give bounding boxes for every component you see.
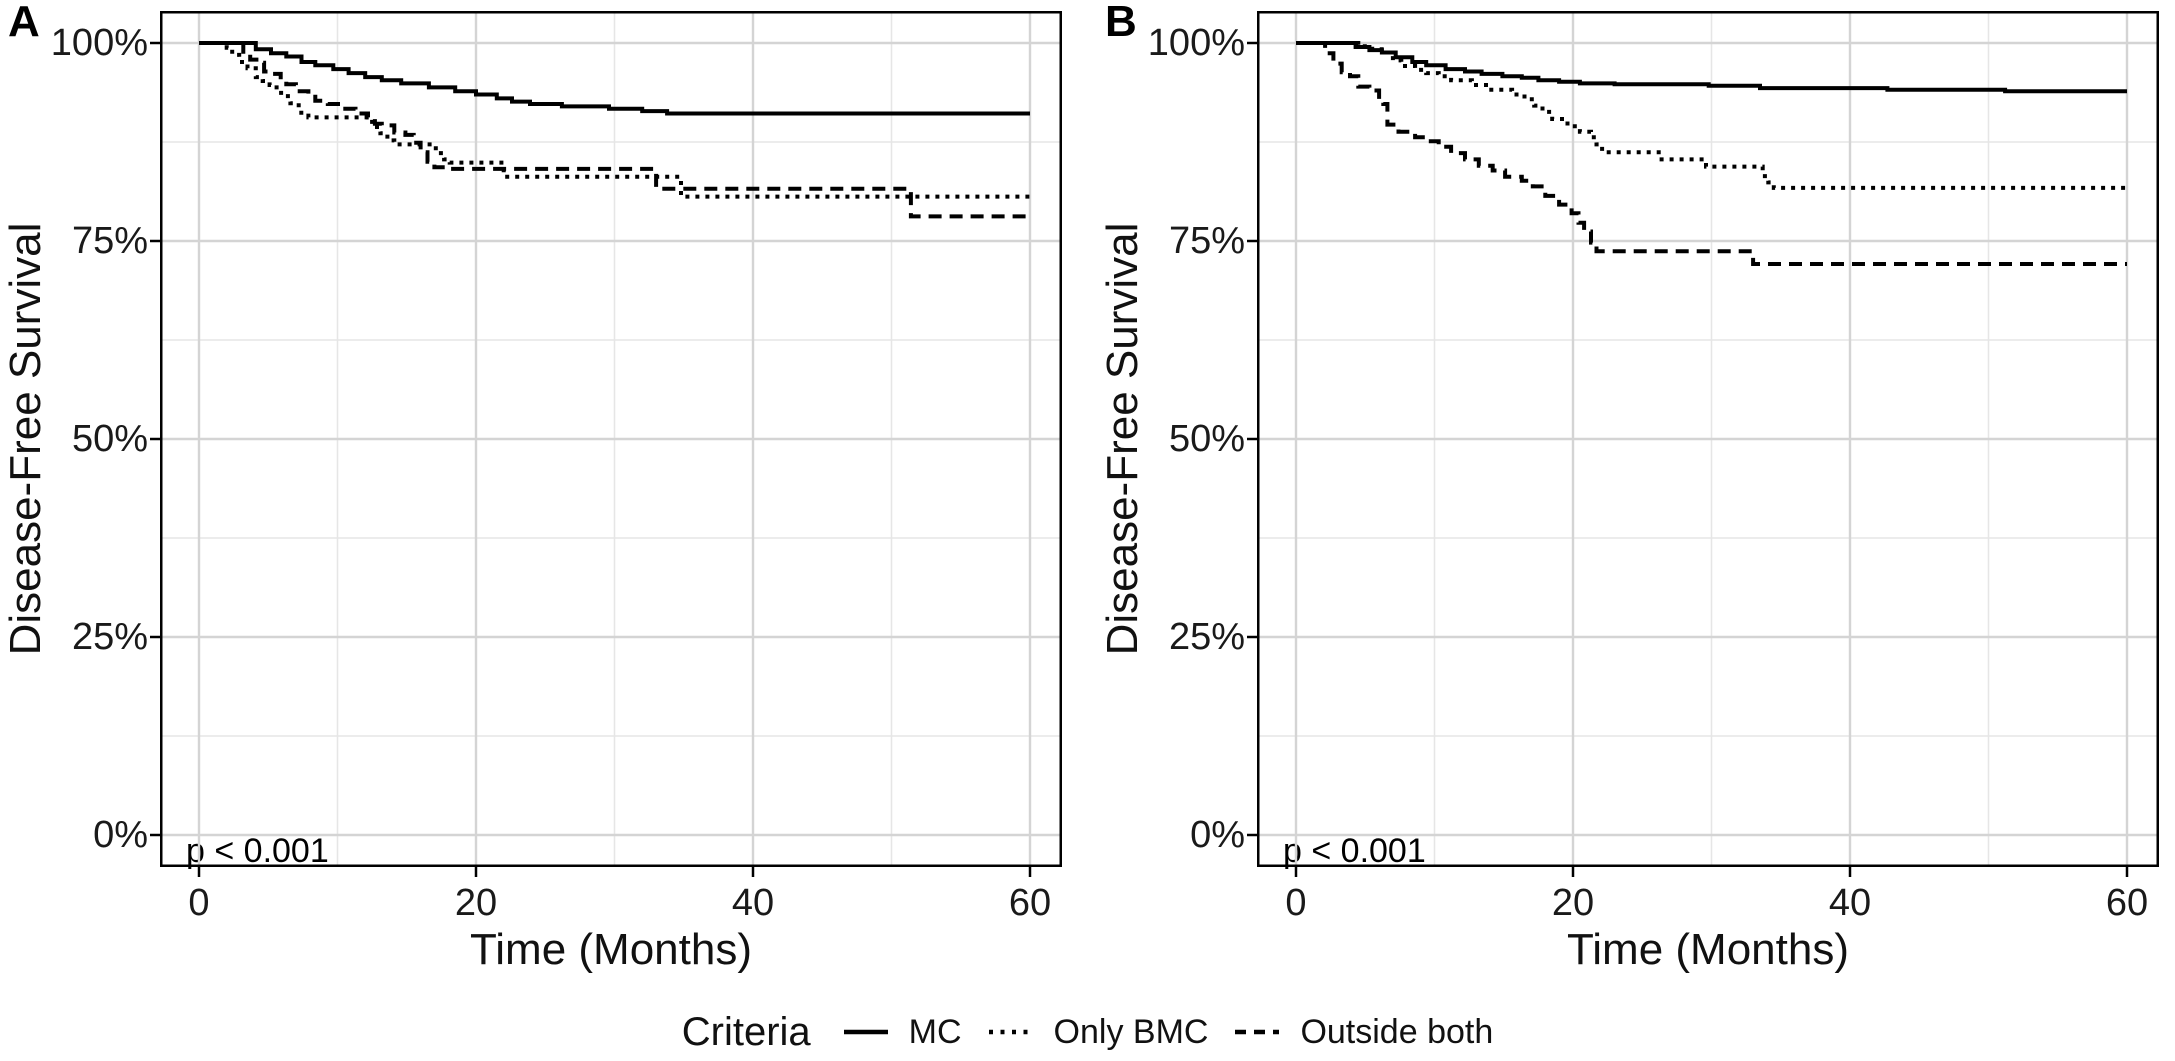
legend-item-label: MC [908, 1013, 962, 1051]
survival-curve-only-bmc [1296, 41, 2127, 190]
y-tick-label: 50% [1168, 418, 1245, 460]
legend-item-label: Only BMC [1053, 1013, 1209, 1051]
plot-area-A [150, 11, 1062, 877]
x-tick-label: 20 [1551, 882, 1595, 924]
x-tick-label: 60 [2105, 882, 2149, 924]
p-value-annotation: p < 0.001 [1283, 832, 1426, 870]
plot-area-B [1247, 11, 2159, 877]
survival-curve-mc [199, 41, 1030, 116]
x-tick-label: 40 [1828, 882, 1872, 924]
x-tick-label: 0 [188, 882, 210, 924]
y-tick-label: 0% [1190, 814, 1245, 856]
legend-item-label: Outside both [1300, 1013, 1494, 1051]
x-tick-label: 60 [1008, 882, 1052, 924]
y-tick-label: 50% [71, 418, 148, 460]
legend-item-outside-both: Outside both [1234, 1015, 1493, 1049]
p-value-annotation: p < 0.001 [186, 832, 329, 870]
solid-line-key-icon [843, 1029, 888, 1035]
y-tick-label: 75% [1168, 220, 1245, 262]
y-tick-label: 0% [93, 814, 148, 856]
x-tick-label: 0 [1285, 882, 1307, 924]
legend: Criteria MC Only BMC Outside both [0, 1008, 2175, 1056]
legend-item-mc: MC [843, 1015, 962, 1049]
panel-label-A: A [8, 0, 40, 46]
dotted-line-key-icon [988, 1029, 1033, 1035]
x-tick-label: 20 [454, 882, 498, 924]
y-tick-label: 100% [1147, 22, 1245, 64]
panel-label-B: B [1105, 0, 1137, 46]
y-tick-label: 25% [1168, 616, 1245, 658]
survival-curve-only-bmc [199, 41, 1030, 199]
x-axis-title: Time (Months) [1567, 925, 1849, 974]
x-tick-label: 40 [731, 882, 775, 924]
y-tick-label: 100% [50, 22, 148, 64]
panel-border [1257, 11, 2159, 867]
panel-border [160, 11, 1062, 867]
dashed-line-key-icon [1235, 1029, 1280, 1035]
legend-title: Criteria [681, 1010, 811, 1054]
legend-item-only-bmc: Only BMC [988, 1013, 1209, 1051]
x-axis-title: Time (Months) [470, 925, 752, 974]
y-tick-label: 75% [71, 220, 148, 262]
y-tick-label: 25% [71, 616, 148, 658]
